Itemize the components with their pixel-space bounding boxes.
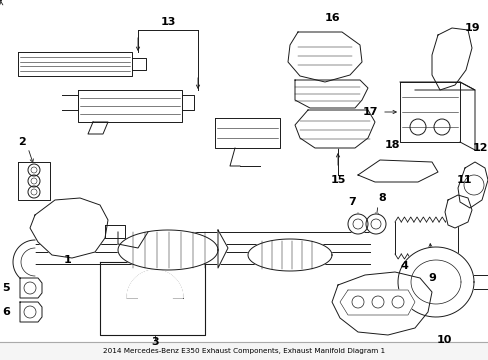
- Text: 11: 11: [455, 175, 471, 185]
- Text: 19: 19: [463, 23, 479, 33]
- Polygon shape: [444, 195, 471, 228]
- Polygon shape: [294, 110, 374, 148]
- Text: 2014 Mercedes-Benz E350 Exhaust Components, Exhaust Manifold Diagram 1: 2014 Mercedes-Benz E350 Exhaust Componen…: [103, 348, 385, 354]
- Polygon shape: [431, 28, 471, 90]
- Text: 9: 9: [427, 273, 435, 283]
- Polygon shape: [132, 58, 146, 70]
- Polygon shape: [459, 82, 474, 150]
- Text: 12: 12: [471, 143, 487, 153]
- Text: 5: 5: [2, 283, 10, 293]
- Polygon shape: [399, 82, 459, 142]
- Polygon shape: [118, 232, 148, 248]
- Polygon shape: [18, 52, 132, 76]
- Text: 18: 18: [384, 140, 399, 150]
- Polygon shape: [347, 214, 367, 234]
- Text: 2: 2: [18, 137, 26, 147]
- Text: 8: 8: [377, 193, 385, 203]
- Polygon shape: [0, 342, 488, 360]
- Polygon shape: [457, 162, 487, 208]
- Polygon shape: [339, 290, 414, 315]
- Polygon shape: [20, 278, 42, 298]
- Text: 7: 7: [347, 197, 355, 207]
- Polygon shape: [182, 95, 194, 110]
- Text: 6: 6: [2, 307, 10, 317]
- Polygon shape: [365, 214, 385, 234]
- Polygon shape: [20, 302, 42, 322]
- Text: 1: 1: [64, 255, 72, 265]
- Polygon shape: [78, 90, 182, 122]
- Polygon shape: [30, 198, 108, 258]
- Polygon shape: [247, 239, 331, 271]
- Polygon shape: [357, 160, 437, 182]
- Polygon shape: [18, 162, 50, 200]
- Polygon shape: [62, 95, 78, 110]
- Text: 17: 17: [362, 107, 377, 117]
- Polygon shape: [35, 252, 369, 264]
- Polygon shape: [399, 82, 474, 90]
- Text: 4: 4: [399, 261, 407, 271]
- Polygon shape: [215, 118, 280, 148]
- Polygon shape: [127, 270, 183, 298]
- Text: 16: 16: [324, 13, 339, 23]
- Polygon shape: [13, 240, 35, 284]
- Polygon shape: [294, 80, 367, 108]
- Polygon shape: [35, 232, 369, 244]
- Polygon shape: [287, 32, 361, 82]
- Text: 10: 10: [435, 335, 451, 345]
- Polygon shape: [88, 122, 108, 134]
- Polygon shape: [331, 272, 431, 335]
- Polygon shape: [105, 225, 125, 238]
- Text: 13: 13: [160, 17, 175, 27]
- Text: 3: 3: [151, 337, 159, 347]
- Polygon shape: [118, 230, 218, 270]
- Polygon shape: [397, 247, 473, 317]
- Text: 15: 15: [329, 175, 345, 185]
- Polygon shape: [218, 230, 227, 268]
